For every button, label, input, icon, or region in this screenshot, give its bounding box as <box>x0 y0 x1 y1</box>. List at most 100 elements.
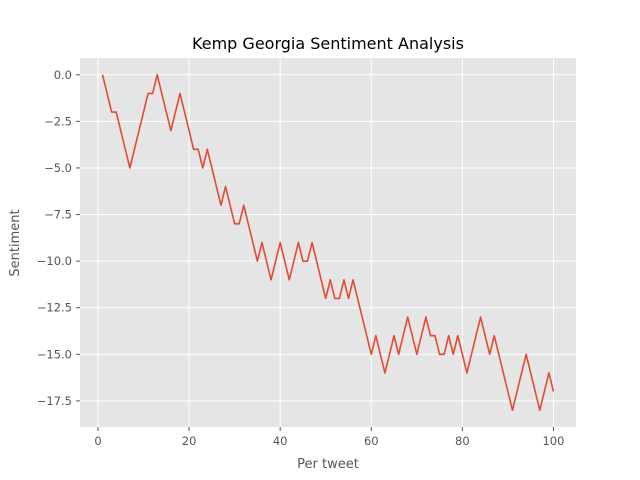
data-point <box>184 111 186 113</box>
data-point <box>320 279 322 281</box>
data-point <box>266 260 268 262</box>
y-tick-label: −17.5 <box>37 394 72 408</box>
data-point <box>370 353 372 355</box>
data-point <box>507 391 509 393</box>
data-point <box>307 260 309 262</box>
data-point <box>489 353 491 355</box>
data-point <box>420 335 422 337</box>
data-point <box>448 335 450 337</box>
data-point <box>384 372 386 374</box>
data-point <box>165 111 167 113</box>
data-point <box>316 260 318 262</box>
data-point <box>407 316 409 318</box>
data-point <box>452 353 454 355</box>
data-point <box>457 335 459 337</box>
data-point <box>548 372 550 374</box>
data-point <box>106 92 108 94</box>
data-point <box>375 335 377 337</box>
data-point <box>161 92 163 94</box>
data-point <box>480 316 482 318</box>
data-point <box>411 335 413 337</box>
data-point <box>215 186 217 188</box>
data-point <box>402 335 404 337</box>
data-point <box>516 391 518 393</box>
data-point <box>443 353 445 355</box>
data-point <box>156 74 158 76</box>
data-point <box>174 111 176 113</box>
x-tick-label: 80 <box>455 434 470 448</box>
data-point <box>179 92 181 94</box>
data-point <box>352 279 354 281</box>
data-point <box>466 372 468 374</box>
data-point <box>361 316 363 318</box>
plot-area <box>80 58 576 427</box>
data-point <box>188 130 190 132</box>
data-point <box>220 204 222 206</box>
y-tick-label: 0.0 <box>54 68 72 82</box>
data-point <box>498 353 500 355</box>
y-tick-label: −12.5 <box>37 301 72 315</box>
data-point <box>111 111 113 113</box>
data-point <box>530 372 532 374</box>
data-point <box>388 353 390 355</box>
data-point <box>461 353 463 355</box>
data-point <box>525 353 527 355</box>
data-point <box>115 111 117 113</box>
data-point <box>534 391 536 393</box>
data-point <box>238 223 240 225</box>
data-point <box>288 279 290 281</box>
data-point <box>393 335 395 337</box>
data-point <box>357 297 359 299</box>
data-point <box>552 391 554 393</box>
tick-labels: 0 20 40 60 80 100 0.0 −2.5 −5.0 −7.5 −10.0 −12.5 −15… <box>37 68 565 448</box>
data-point <box>325 297 327 299</box>
data-point <box>102 74 104 76</box>
data-point <box>211 167 213 169</box>
data-point <box>379 353 381 355</box>
data-point <box>143 111 145 113</box>
data-point <box>293 260 295 262</box>
data-point <box>129 167 131 169</box>
data-point <box>297 242 299 244</box>
data-point <box>502 372 504 374</box>
data-point <box>329 279 331 281</box>
chart-title: Kemp Georgia Sentiment Analysis <box>192 34 464 53</box>
data-point <box>302 260 304 262</box>
data-point <box>366 335 368 337</box>
data-point <box>425 316 427 318</box>
data-point <box>284 260 286 262</box>
y-tick-label: −2.5 <box>44 114 72 128</box>
data-point <box>261 242 263 244</box>
data-point <box>256 260 258 262</box>
x-tick-label: 100 <box>542 434 564 448</box>
grid <box>80 58 576 427</box>
data-point <box>338 297 340 299</box>
data-point <box>170 130 172 132</box>
data-point <box>429 335 431 337</box>
y-tick-label: −10.0 <box>37 254 72 268</box>
data-point <box>470 353 472 355</box>
data-point <box>343 279 345 281</box>
data-point <box>120 130 122 132</box>
y-tick-label: −7.5 <box>44 208 72 222</box>
data-point <box>252 242 254 244</box>
data-point <box>124 148 126 150</box>
data-point <box>225 186 227 188</box>
x-tick-label: 40 <box>273 434 288 448</box>
data-point <box>484 335 486 337</box>
x-tick-label: 60 <box>364 434 379 448</box>
data-point <box>311 242 313 244</box>
data-point <box>279 242 281 244</box>
data-point <box>243 204 245 206</box>
x-axis-label: Per tweet <box>297 457 359 472</box>
data-point <box>247 223 249 225</box>
data-point <box>147 92 149 94</box>
data-point <box>493 335 495 337</box>
data-point <box>133 148 135 150</box>
data-point <box>206 148 208 150</box>
data-point <box>193 148 195 150</box>
data-point <box>475 335 477 337</box>
data-point <box>521 372 523 374</box>
y-tick-label: −15.0 <box>37 347 72 361</box>
